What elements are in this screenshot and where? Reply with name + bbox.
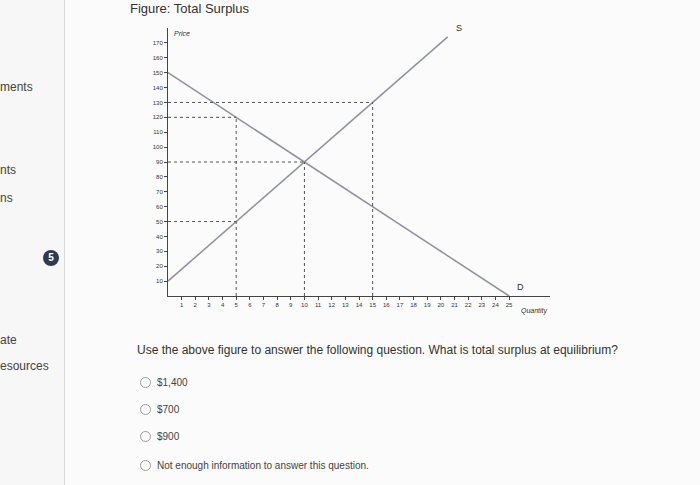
- svg-text:60: 60: [156, 204, 163, 210]
- svg-text:Price: Price: [174, 30, 190, 37]
- svg-text:70: 70: [156, 189, 163, 195]
- html-text:5: 5: [48, 252, 54, 263]
- html-text:$900: $900: [157, 431, 180, 442]
- html-text:$1,400: $1,400: [157, 377, 188, 388]
- svg-text:170: 170: [153, 40, 164, 46]
- svg-text:10: 10: [156, 278, 163, 284]
- svg-text:21: 21: [451, 302, 458, 308]
- svg-text:17: 17: [397, 302, 404, 308]
- svg-text:140: 140: [153, 85, 164, 91]
- svg-text:16: 16: [383, 302, 390, 308]
- svg-text:Quantity: Quantity: [521, 307, 548, 315]
- svg-text:50: 50: [156, 219, 163, 225]
- svg-text:7: 7: [262, 302, 266, 308]
- svg-text:120: 120: [153, 114, 164, 120]
- html-text:ns: ns: [0, 191, 13, 205]
- html-text:Not enough information to answ: Not enough information to answer this qu…: [157, 460, 369, 471]
- html-text:ate: ate: [0, 333, 17, 347]
- svg-text:24: 24: [492, 302, 499, 308]
- svg-text:1: 1: [180, 302, 184, 308]
- svg-text:18: 18: [410, 302, 417, 308]
- svg-text:2: 2: [194, 302, 198, 308]
- html-text:Use the above figure to answer: Use the above figure to answer the follo…: [137, 343, 618, 357]
- svg-text:S: S: [456, 23, 462, 33]
- svg-text:10: 10: [301, 302, 308, 308]
- svg-text:110: 110: [153, 129, 163, 135]
- html-text:Figure: Total Surplus: Figure: Total Surplus: [130, 1, 249, 16]
- svg-text:150: 150: [153, 70, 164, 76]
- svg-text:20: 20: [156, 263, 163, 269]
- svg-text:22: 22: [465, 302, 472, 308]
- svg-text:30: 30: [156, 248, 163, 254]
- svg-text:15: 15: [369, 302, 376, 308]
- svg-text:19: 19: [424, 302, 431, 308]
- svg-text:8: 8: [275, 302, 279, 308]
- svg-text:40: 40: [156, 234, 163, 240]
- svg-text:13: 13: [342, 302, 349, 308]
- svg-text:12: 12: [328, 302, 335, 308]
- html-text:$700: $700: [157, 404, 180, 415]
- svg-text:90: 90: [156, 159, 163, 165]
- svg-text:100: 100: [153, 144, 164, 150]
- svg-text:6: 6: [248, 302, 252, 308]
- svg-text:14: 14: [356, 302, 363, 308]
- svg-text:9: 9: [289, 302, 293, 308]
- html-text:nts: nts: [0, 163, 16, 177]
- svg-text:20: 20: [438, 302, 445, 308]
- html-text:esources: esources: [0, 359, 49, 373]
- svg-text:11: 11: [315, 302, 322, 308]
- svg-text:160: 160: [153, 55, 164, 61]
- svg-text:D: D: [517, 282, 524, 292]
- svg-text:23: 23: [478, 302, 485, 308]
- svg-text:5: 5: [235, 302, 239, 308]
- html-text:ments: ments: [0, 80, 33, 94]
- svg-text:80: 80: [156, 174, 163, 180]
- svg-text:4: 4: [221, 302, 225, 308]
- svg-text:3: 3: [207, 302, 211, 308]
- svg-text:130: 130: [153, 100, 164, 106]
- svg-text:25: 25: [506, 302, 513, 308]
